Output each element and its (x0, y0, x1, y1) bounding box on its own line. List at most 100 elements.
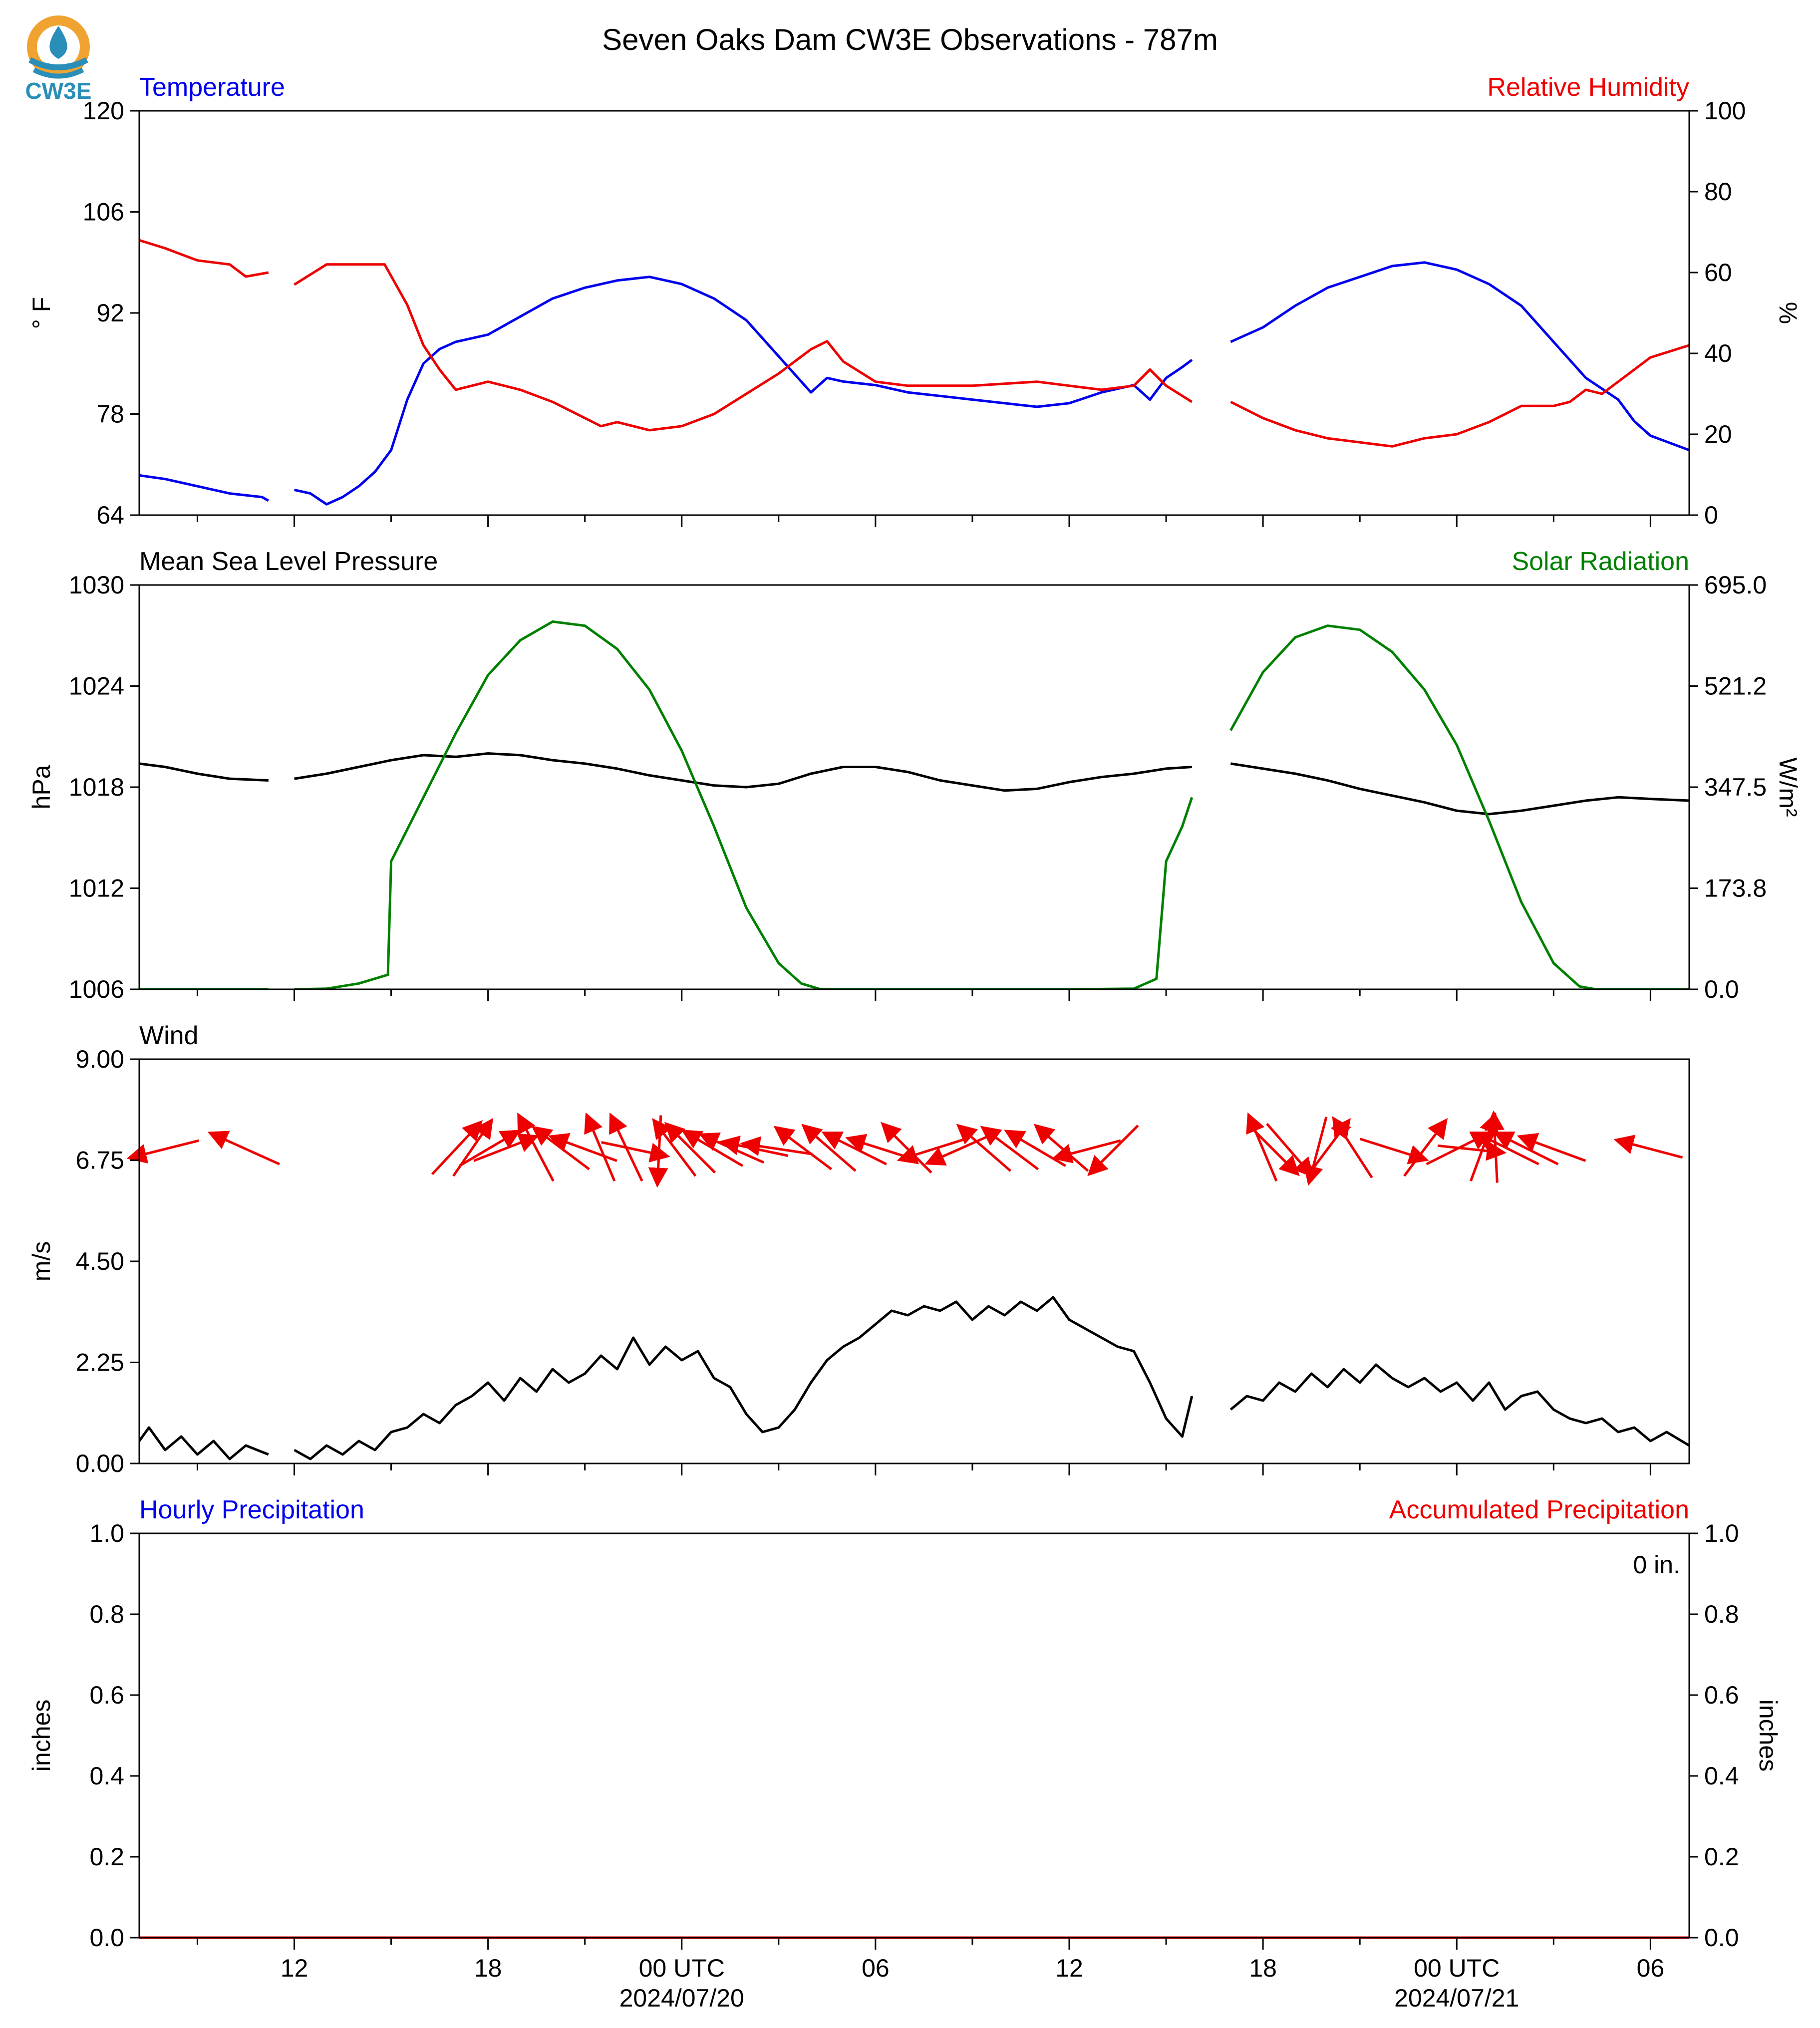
y-tick-label-right: 40 (1704, 339, 1732, 367)
x-tick-label: 18 (474, 1954, 502, 1982)
y-tick-label-left: 0.4 (89, 1762, 124, 1790)
wind-direction-arrow (473, 1133, 540, 1162)
y-tick-label-left: 1006 (69, 975, 124, 1003)
y-tick-label-right: 0.6 (1704, 1681, 1739, 1709)
y-axis-label-right: % (1774, 302, 1802, 324)
chart-title: Seven Oaks Dam CW3E Observations - 787m (602, 23, 1218, 56)
series-wind-segment (294, 1296, 1194, 1460)
wind-direction-arrow (207, 1131, 281, 1165)
series-temperature-segment (139, 474, 270, 502)
wind-direction-arrow (1052, 1139, 1121, 1163)
wind-direction-arrow (1087, 1125, 1139, 1176)
y-tick-label-right: 1.0 (1704, 1519, 1739, 1547)
y-axis-label-right: W/m² (1774, 757, 1802, 817)
y-axis-label-left: m/s (27, 1241, 55, 1282)
y-tick-label-left: 0.00 (76, 1449, 124, 1477)
wind-direction-arrow (1613, 1135, 1683, 1159)
y-tick-label-left: 1018 (69, 773, 124, 801)
wind-direction-arrow (1248, 1125, 1300, 1176)
y-tick-label-left: 0.8 (89, 1600, 124, 1628)
wind-direction-arrow (609, 1112, 643, 1182)
y-tick-label-left: 1.0 (89, 1519, 124, 1547)
panel-4: 0.0 0.2 0.4 0.6 0.8 1.0 0.0 0.2 0.4 0.6 0.8 1.0 Hour… (27, 1495, 1782, 1952)
y-tick-label-right: 80 (1704, 178, 1732, 206)
y-axis-label-left: ° F (27, 297, 55, 329)
series-temperature-segment (294, 276, 1193, 506)
series-relative-humidity-segment (139, 239, 269, 278)
x-tick-label: 06 (862, 1954, 890, 1982)
y-tick-label-left: 106 (83, 198, 124, 226)
y-tick-label-left: 1012 (69, 874, 124, 902)
wind-direction-arrow (740, 1136, 813, 1157)
y-tick-label-left: 9.00 (76, 1045, 124, 1073)
wind-direction-arrow (452, 1118, 494, 1177)
logo-text: CW3E (25, 78, 92, 104)
y-tick-label-left: 78 (96, 400, 124, 428)
x-date-label: 2024/07/21 (1394, 1984, 1519, 2012)
y-tick-label-right: 0 (1704, 501, 1718, 529)
series-relative-humidity-segment (1230, 344, 1689, 448)
y-axis-label-left: inches (27, 1700, 55, 1772)
plot-frame (138, 1532, 1690, 1939)
series-mean-sea-level-pressure-segment (139, 762, 269, 782)
y-tick-label-right: 0.2 (1704, 1843, 1739, 1871)
panel-title-right: Relative Humidity (1487, 73, 1689, 102)
wind-direction-arrow (773, 1126, 833, 1170)
y-tick-label-right: 0.4 (1704, 1762, 1739, 1790)
y-tick-label-left: 0.6 (89, 1681, 124, 1709)
y-tick-label-left: 1024 (69, 672, 124, 700)
y-tick-label-right: 347.5 (1704, 773, 1767, 801)
panel-2: 1006 1012 1018 1024 1030 0.0 173.8 347.5 521.2 69… (27, 547, 1802, 1003)
wind-direction-arrow (548, 1133, 617, 1162)
series-relative-humidity-segment (294, 263, 1193, 432)
wind-direction-arrow (459, 1130, 521, 1167)
wind-direction-arrow (1332, 1116, 1373, 1178)
series-temperature-segment (1230, 261, 1689, 452)
y-tick-label-left: 0.2 (89, 1843, 124, 1871)
panel-title-right: Solar Radiation (1512, 547, 1689, 576)
y-tick-label-right: 173.8 (1704, 874, 1767, 902)
wind-direction-arrow (1246, 1112, 1278, 1182)
y-tick-label-right: 0.0 (1704, 975, 1739, 1003)
wind-direction-arrow (664, 1122, 716, 1174)
panel-title-left: Wind (139, 1021, 198, 1050)
panel-title-left: Hourly Precipitation (139, 1495, 364, 1524)
wind-direction-arrow (126, 1139, 199, 1164)
x-tick-label: 00 UTC (1414, 1954, 1500, 1982)
y-tick-label-right: 0.8 (1704, 1600, 1739, 1628)
accumulated-total-label: 0 in. (1633, 1551, 1680, 1579)
y-tick-label-left: 64 (96, 501, 124, 529)
wind-direction-arrow (601, 1141, 670, 1162)
panel-title-left: Mean Sea Level Pressure (139, 547, 438, 576)
y-tick-label-right: 100 (1704, 97, 1746, 125)
wind-direction-arrow (1517, 1133, 1586, 1162)
wind-direction-arrow (956, 1124, 1012, 1172)
wind-direction-arrow (652, 1118, 697, 1177)
wind-direction-arrow (431, 1120, 483, 1175)
y-tick-label-right: 521.2 (1704, 672, 1767, 700)
wind-direction-arrow (924, 1134, 990, 1166)
y-tick-label-right: 695.0 (1704, 571, 1767, 599)
panel-1: 64 78 92 106 120 0 20 40 60 80 100 Temperature Relat… (27, 73, 1802, 529)
x-date-label: 2024/07/20 (619, 1984, 744, 2012)
wind-direction-arrow (1437, 1141, 1507, 1161)
y-axis-label-right: inches (1754, 1700, 1782, 1772)
panel-title-left: Temperature (139, 73, 285, 102)
y-tick-label-right: 20 (1704, 420, 1732, 448)
y-tick-label-left: 0.0 (89, 1924, 124, 1952)
y-axis-label-left: hPa (27, 765, 55, 809)
panel-title-right: Accumulated Precipitation (1389, 1495, 1689, 1524)
series-solar-radiation-segment (1229, 624, 1689, 989)
y-tick-label-left: 120 (83, 97, 124, 125)
y-tick-label-left: 6.75 (76, 1147, 124, 1174)
x-tick-label: 12 (1055, 1954, 1083, 1982)
panel-3: 0.00 2.25 4.50 6.75 9.00 Wind m/s (27, 1021, 1690, 1477)
wind-direction-arrow (1403, 1118, 1448, 1177)
wind-direction-arrow (980, 1126, 1039, 1170)
y-tick-label-left: 1030 (69, 571, 124, 599)
x-tick-label: 00 UTC (639, 1954, 725, 1982)
wind-direction-arrow (584, 1112, 616, 1182)
cw3e-logo-icon: CW3E (25, 15, 92, 104)
